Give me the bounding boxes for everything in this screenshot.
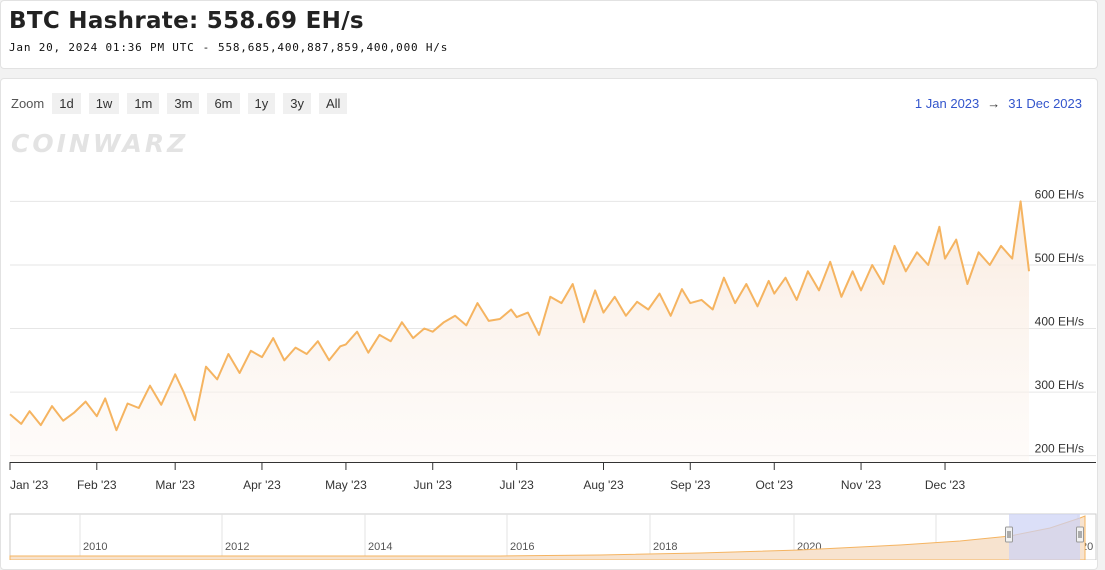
x-tick-label: Jul '23 [500, 478, 535, 492]
x-tick-label: Apr '23 [243, 478, 281, 492]
navigator-year-label: 2016 [510, 541, 534, 553]
series-area-fill [10, 201, 1029, 462]
x-tick-label: Jun '23 [414, 478, 453, 492]
x-tick-label: Dec '23 [925, 478, 966, 492]
navigator-year-label: 2010 [83, 541, 107, 553]
x-tick-label: Feb '23 [77, 478, 117, 492]
x-tick-label: May '23 [325, 478, 367, 492]
x-tick-label: Mar '23 [155, 478, 195, 492]
x-tick-label: Jan '23 [10, 478, 49, 492]
navigator-year-label: 2014 [368, 541, 392, 553]
y-tick-label: 300 EH/s [1035, 378, 1084, 392]
x-tick-label: Oct '23 [755, 478, 793, 492]
x-tick-label: Nov '23 [841, 478, 882, 492]
y-tick-label: 500 EH/s [1035, 251, 1084, 265]
navigator-handle-right[interactable] [1077, 527, 1084, 542]
navigator-selection[interactable] [1009, 514, 1080, 560]
x-tick-label: Sep '23 [670, 478, 711, 492]
navigator-year-label: 2018 [653, 541, 677, 553]
y-tick-label: 600 EH/s [1035, 187, 1084, 201]
navigator-handle-left[interactable] [1006, 527, 1013, 542]
y-tick-label: 400 EH/s [1035, 315, 1084, 329]
x-tick-label: Aug '23 [583, 478, 624, 492]
navigator-year-label: 2012 [225, 541, 249, 553]
y-tick-label: 200 EH/s [1035, 442, 1084, 456]
